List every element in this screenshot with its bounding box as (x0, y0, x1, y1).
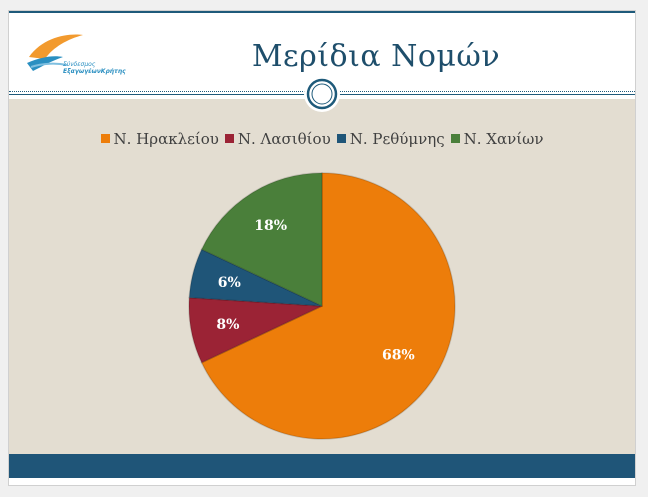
top-accent-bar (9, 11, 635, 13)
pie-data-label: 6% (218, 275, 241, 291)
footer-bar (9, 454, 635, 478)
pie-chart: 68% 8% 6% 18% (188, 172, 456, 440)
legend-item: Ν. Ηρακλείου (100, 129, 219, 148)
pie-data-label: 8% (216, 317, 239, 333)
legend-label: Ν. Ηρακλείου (113, 129, 219, 148)
pie-slice (200, 172, 323, 308)
logo-swoosh-icon (27, 34, 83, 71)
chart-legend: Ν. Ηρακλείου Ν. Λασιθίου Ν. Ρεθύμνης Ν. Χαν… (9, 129, 635, 148)
legend-label: Ν. Λασιθίου (237, 129, 331, 148)
legend-swatch (450, 134, 460, 143)
pie-data-label: 68% (382, 347, 415, 363)
legend-item: Ν. Ρεθύμνης (336, 129, 445, 148)
legend-item: Ν. Χανίων (450, 129, 544, 148)
legend-item: Ν. Λασιθίου (224, 129, 331, 148)
legend-label: Ν. Χανίων (463, 129, 544, 148)
pie-slice (188, 248, 323, 307)
legend-swatch (336, 134, 346, 143)
logo-text: Σύνδεσμος ΕξαγωγέωνΚρήτης (63, 61, 163, 75)
legend-swatch (224, 134, 234, 143)
pie-data-label: 18% (254, 218, 287, 234)
pie-slice (200, 172, 456, 440)
slide: Σύνδεσμος ΕξαγωγέωνΚρήτης Μερίδια Νομών … (8, 10, 636, 486)
circle-ornament-icon (304, 76, 340, 112)
slide-title: Μερίδια Νομών (251, 39, 501, 74)
bottom-strip (9, 478, 635, 485)
legend-swatch (100, 134, 110, 143)
logo: Σύνδεσμος ΕξαγωγέωνΚρήτης (23, 27, 153, 87)
pie-slice (188, 296, 323, 364)
logo-text-line2: ΕξαγωγέωνΚρήτης (63, 68, 126, 75)
legend-label: Ν. Ρεθύμνης (349, 129, 445, 148)
logo-text-line1: Σύνδεσμος (63, 61, 96, 68)
